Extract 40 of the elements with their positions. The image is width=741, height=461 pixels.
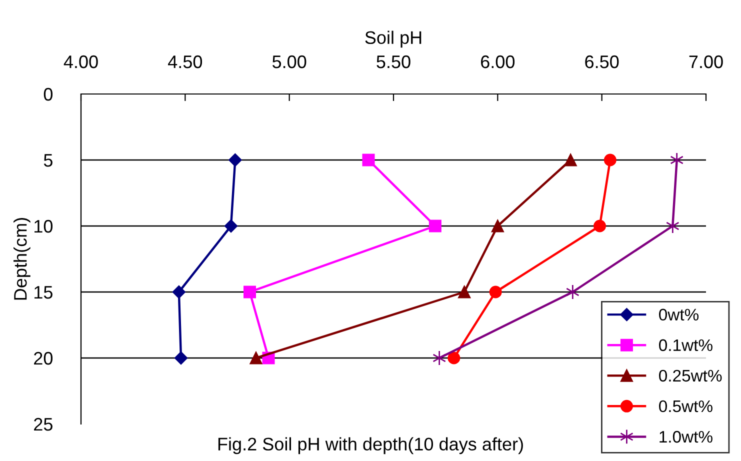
point xyxy=(458,286,471,298)
point xyxy=(491,220,504,232)
point xyxy=(666,218,680,234)
point xyxy=(362,154,375,166)
point xyxy=(604,154,616,166)
point xyxy=(244,286,256,298)
y-axis-title: Depth(cm) xyxy=(14,218,30,300)
y-tick-label: 5 xyxy=(44,154,52,167)
x-axis-title: Soil pH xyxy=(365,30,422,48)
legend-label: 0.1wt% xyxy=(659,339,712,352)
y-tick-label: 15 xyxy=(34,286,52,299)
x-tick-label: 5.00 xyxy=(272,55,306,68)
x-tick-label: 5.50 xyxy=(376,55,410,68)
point xyxy=(174,351,188,365)
x-tick-label: 4.00 xyxy=(64,55,98,68)
legend-label: 0wt% xyxy=(659,308,699,321)
point xyxy=(448,352,460,364)
point xyxy=(432,350,446,366)
y-tick-label: 10 xyxy=(34,220,53,233)
legend-label: 0.25wt% xyxy=(659,370,722,382)
x-tick-label: 6.00 xyxy=(481,55,515,68)
legend-label: 1.0wt% xyxy=(660,430,712,443)
point xyxy=(489,286,502,298)
y-tick-label: 25 xyxy=(34,418,52,431)
x-tick-label: 6.50 xyxy=(585,55,619,68)
point xyxy=(250,352,262,364)
x-tick-label: 7.00 xyxy=(689,55,723,68)
legend-label: 0.5wt% xyxy=(659,400,712,412)
y-tick-label: 0 xyxy=(44,88,53,101)
point xyxy=(428,220,442,232)
caption: Fig.2 Soil pH with depth(10 days after) xyxy=(218,437,523,454)
point xyxy=(228,153,242,167)
point xyxy=(566,284,580,300)
point xyxy=(224,219,238,233)
point xyxy=(564,154,577,166)
x-tick-label: 4.50 xyxy=(168,55,202,68)
point xyxy=(172,285,186,299)
y-tick-label: 20 xyxy=(34,352,53,365)
point xyxy=(594,220,606,232)
point xyxy=(670,152,684,168)
